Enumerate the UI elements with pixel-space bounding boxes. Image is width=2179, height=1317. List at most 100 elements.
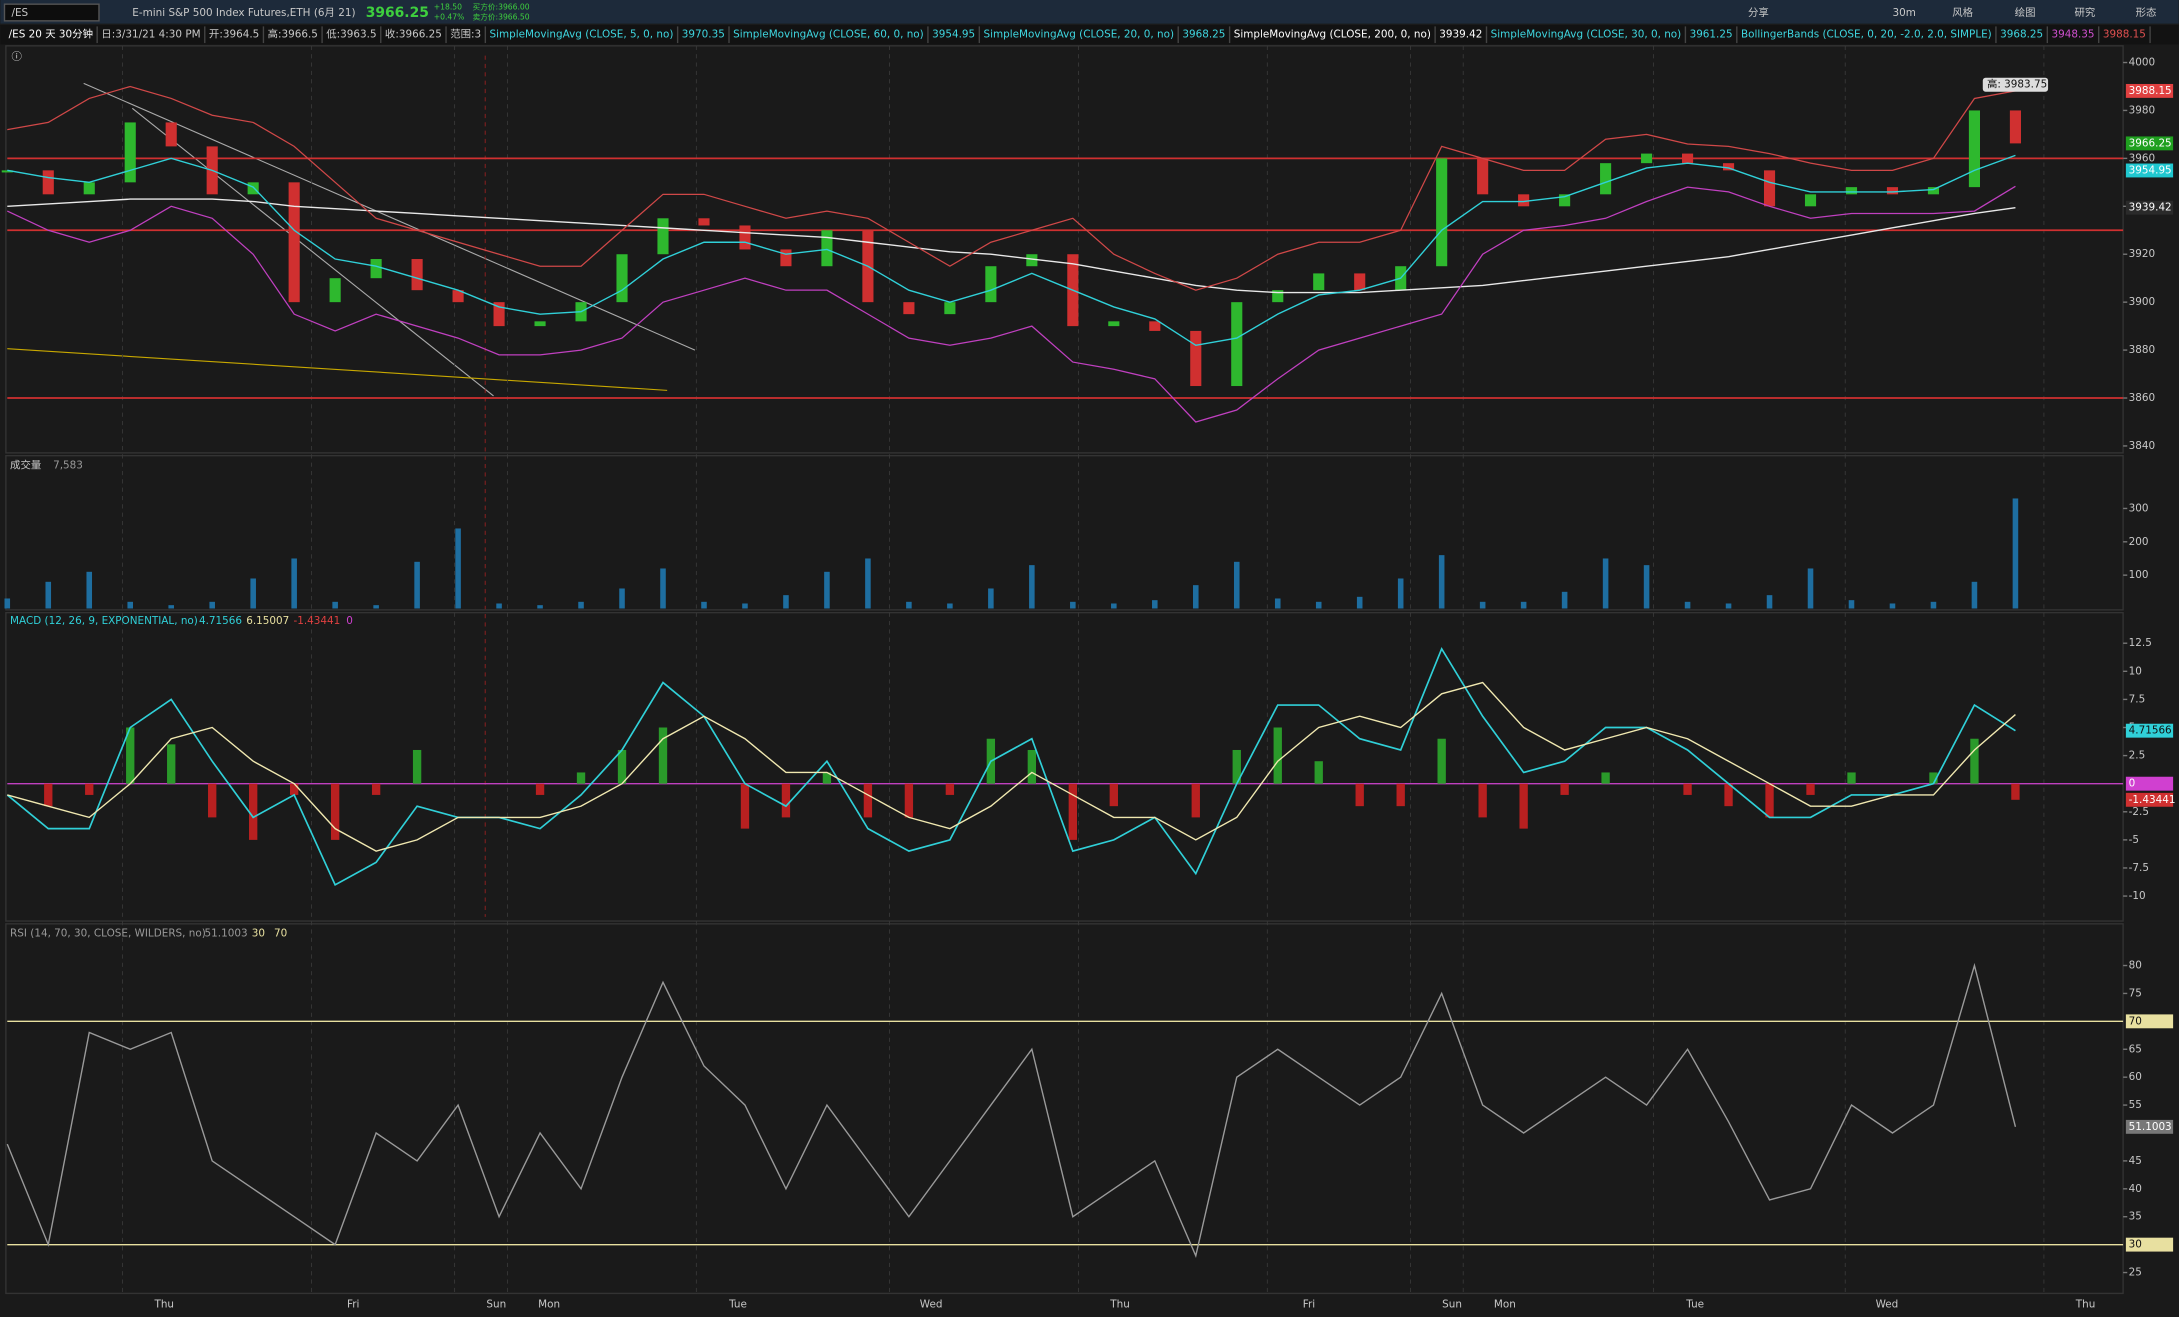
bid: 买方价:3966.00 (473, 2, 530, 12)
histogram-bar (126, 727, 135, 784)
histogram-bar (1519, 783, 1528, 829)
toolbar-button[interactable]: 绘图 (2015, 6, 2036, 19)
candle (985, 266, 997, 303)
toolbar-button[interactable]: 研究 (2074, 6, 2095, 19)
x-axis-label: Thu (153, 1298, 174, 1310)
histogram-bar (167, 744, 176, 784)
panel-value: 0 (346, 615, 353, 627)
histogram-bar (781, 783, 791, 818)
badge-label: 51.1003 (2129, 1121, 2172, 1133)
histogram-bar (371, 783, 381, 795)
candle (1804, 194, 1817, 207)
histogram-bar (1929, 772, 1938, 784)
volume-bar (537, 605, 543, 609)
candle (1641, 153, 1653, 164)
candle (821, 230, 833, 267)
study-label: 范围:3 (450, 28, 481, 41)
histogram-bar (2011, 783, 2020, 800)
x-axis-label: Wed (920, 1298, 943, 1310)
histogram-bar (1191, 783, 1200, 818)
volume-bar (1274, 598, 1281, 609)
volume-bar (414, 561, 420, 609)
y-tick-label: 3860 (2129, 392, 2155, 404)
line (7, 154, 2016, 347)
y-tick-label: 35 (2129, 1211, 2142, 1223)
info-icon[interactable]: ⓘ (11, 51, 22, 63)
toolbar-button[interactable]: 30m (1892, 7, 1915, 19)
line (6, 646, 2016, 886)
y-tick-label: 200 (2129, 536, 2149, 548)
study-label: SimpleMovingAvg (CLOSE, 200, 0, no) (1234, 29, 1431, 41)
candle (165, 122, 177, 147)
study-label: 开:3964.5 (209, 29, 259, 41)
volume-bar (86, 571, 93, 609)
volume-bar (1725, 603, 1732, 609)
volume-bar (209, 601, 215, 609)
candle (903, 302, 915, 315)
badge-label: 3966.25 (2129, 137, 2172, 149)
description: E-mini S&P 500 Index Futures,ETH (6月 21) (132, 7, 355, 19)
toolbar-button[interactable]: 分享 (1748, 6, 1769, 19)
symbol[interactable]: /ES (11, 7, 28, 19)
study-label: 3961.25 (1690, 29, 1733, 41)
histogram-bar (617, 749, 627, 784)
value-badge (2125, 83, 2174, 98)
volume-bar (906, 601, 912, 609)
candle (1272, 290, 1284, 303)
candle (452, 290, 464, 303)
volume-bar (250, 578, 256, 609)
panel-value: 7,583 (53, 459, 83, 471)
volume-bar (865, 558, 871, 609)
study-label: 3968.25 (2000, 29, 2043, 41)
volume-bar (332, 601, 338, 609)
histogram-bar (1027, 749, 1037, 784)
y-tick-label: 80 (2129, 960, 2142, 972)
study-label: /ES 20 天 30分钟 (9, 28, 93, 41)
candle (944, 302, 956, 315)
toolbar-button[interactable]: 形态 (2136, 6, 2157, 19)
symbol-box[interactable] (3, 3, 100, 22)
candle (698, 218, 710, 226)
x-axis-label: Fri (1303, 1298, 1315, 1310)
badge-label: 70 (2129, 1015, 2142, 1027)
histogram-bar (412, 749, 422, 784)
histogram-bar (904, 783, 914, 818)
y-tick-label: 60 (2129, 1071, 2142, 1083)
study-label: BollingerBands (CLOSE, 0, 20, -2.0, 2.0,… (1741, 29, 1992, 41)
histogram-bar (740, 783, 750, 829)
volume-bar (660, 568, 666, 609)
value-badge (2125, 776, 2174, 791)
candle (616, 254, 628, 303)
volume-bar (1356, 596, 1363, 609)
volume-bar (496, 603, 502, 609)
x-axis-label: Tue (728, 1298, 747, 1310)
histogram-bar (208, 783, 217, 818)
study-label: 收:3966.25 (385, 28, 442, 41)
histogram-bar (576, 772, 586, 784)
volume-bar (1643, 565, 1650, 609)
y-tick-label: 55 (2129, 1099, 2142, 1111)
volume-bar (783, 595, 789, 609)
candle (780, 249, 792, 267)
panel (5, 611, 2124, 922)
value-badge (2125, 792, 2174, 807)
value-badge (2125, 136, 2174, 151)
line (7, 681, 2016, 852)
candle (1682, 153, 1694, 164)
toolbar-button[interactable]: 风格 (1952, 6, 1973, 19)
candle (1968, 110, 1981, 188)
histogram-bar (1437, 738, 1446, 784)
value-badge (2125, 1237, 2174, 1252)
volume-bar (1807, 568, 1814, 609)
panel (5, 454, 2124, 611)
value-badge (2125, 1119, 2174, 1134)
panel (5, 923, 2124, 1295)
volume-bar (1684, 601, 1691, 609)
candle (1927, 187, 1940, 195)
study-label: 高:3966.5 (268, 28, 318, 41)
study-label: 低:3963.5 (326, 28, 376, 41)
last-price: 3966.25 (366, 5, 429, 21)
x-axis-label: Tue (1685, 1298, 1704, 1310)
volume-bar (988, 588, 994, 609)
